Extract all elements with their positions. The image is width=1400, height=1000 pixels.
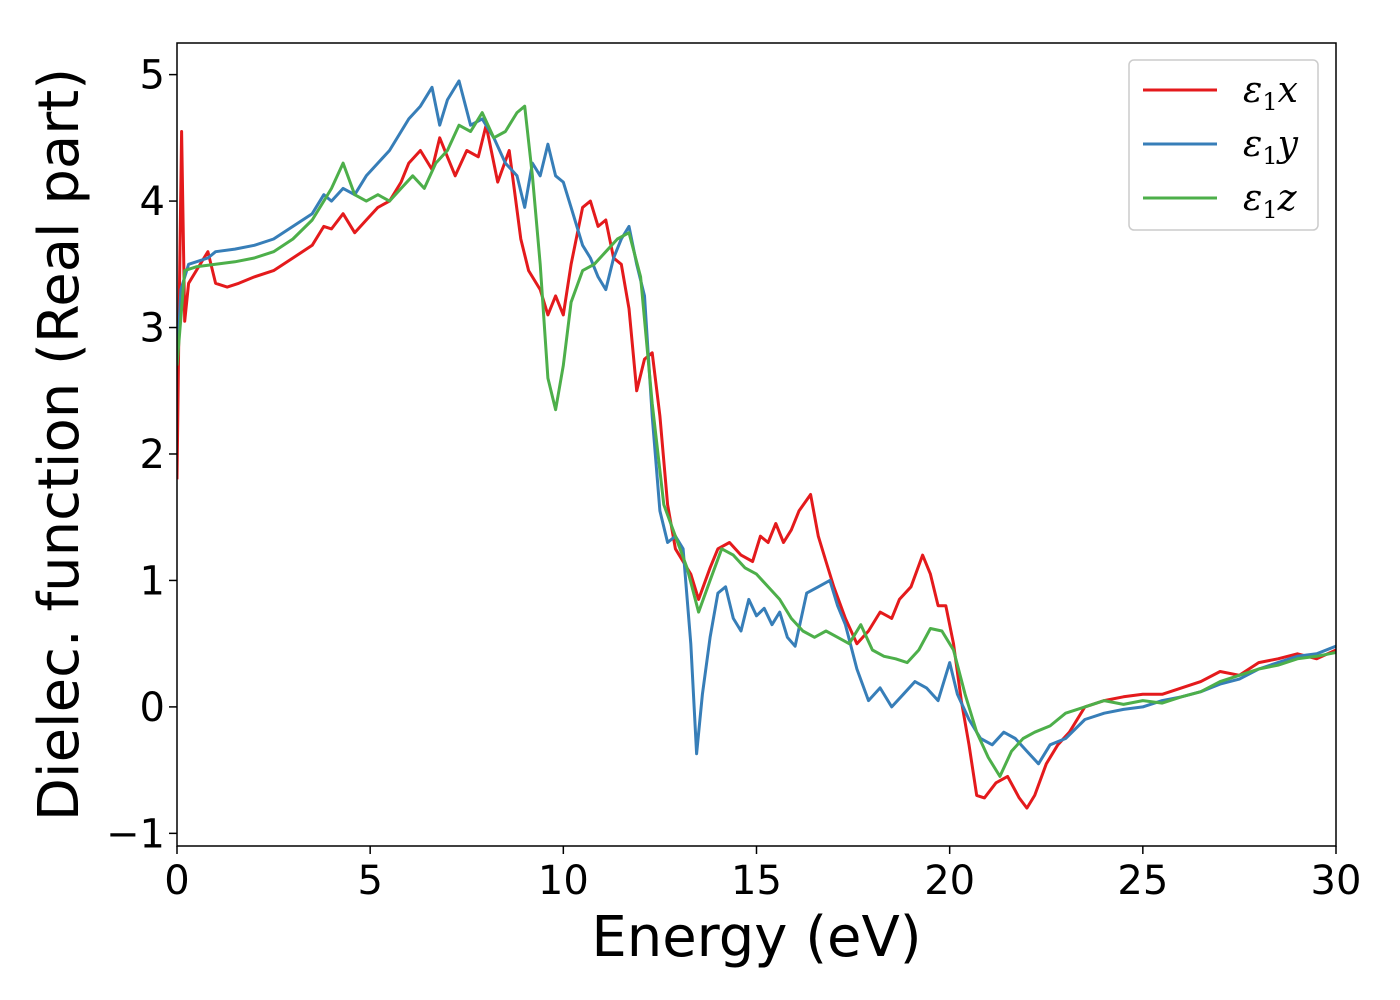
x-axis-ticks: 0 5 10 15 20 25 30 bbox=[164, 846, 1361, 904]
y-axis-ticks: −1 0 1 2 3 4 5 bbox=[106, 53, 177, 857]
legend-box bbox=[1128, 59, 1319, 231]
x-tick-label: 20 bbox=[924, 858, 975, 904]
x-tick-label: 15 bbox=[731, 858, 782, 904]
x-tick-label: 0 bbox=[164, 858, 189, 904]
legend-label-y: ε1y bbox=[1243, 124, 1299, 170]
legend-label-z: ε1z bbox=[1243, 178, 1298, 224]
x-axis-title: Energy (eV) bbox=[591, 905, 921, 970]
y-tick-label: −1 bbox=[106, 811, 165, 857]
y-tick-label: 1 bbox=[140, 558, 165, 604]
y-tick-label: 0 bbox=[140, 685, 165, 731]
series-line-z bbox=[177, 104, 1336, 778]
y-tick-label: 5 bbox=[140, 53, 165, 99]
x-tick-label: 30 bbox=[1311, 858, 1362, 904]
legend-label-x: ε1x bbox=[1243, 70, 1298, 116]
x-tick-label: 25 bbox=[1117, 858, 1168, 904]
y-tick-label: 2 bbox=[140, 432, 165, 478]
x-tick-label: 10 bbox=[538, 858, 589, 904]
y-tick-label: 4 bbox=[140, 179, 165, 225]
series-layer bbox=[177, 79, 1336, 810]
legend: ε1x ε1y ε1z bbox=[1128, 59, 1319, 231]
y-tick-label: 3 bbox=[140, 306, 165, 352]
y-axis-title: Dielec. function (Real part) bbox=[27, 68, 92, 821]
series-line-y bbox=[177, 79, 1336, 766]
x-tick-label: 5 bbox=[357, 858, 382, 904]
